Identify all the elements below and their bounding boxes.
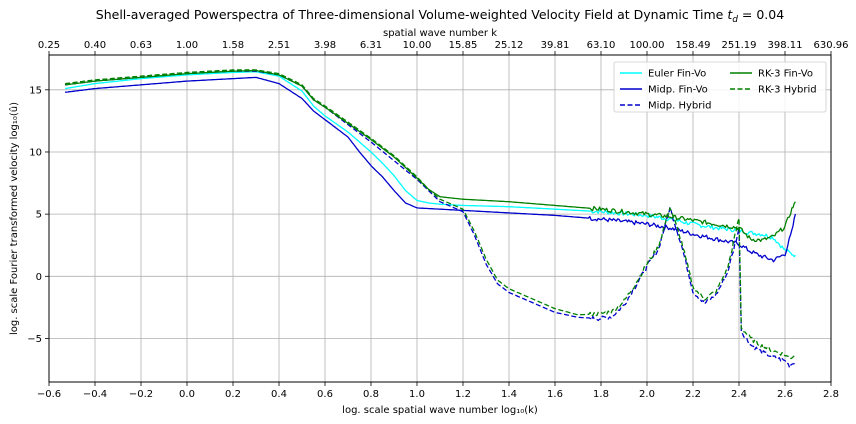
top-tick-label: 39.81 (541, 40, 570, 51)
top-tick-label: 251.19 (722, 40, 757, 51)
x-tick-label: 0.2 (225, 389, 241, 400)
legend-label: Euler Fin-Vo (648, 69, 706, 80)
x-tick-label: 1.4 (501, 389, 517, 400)
top-axis: 0.25 0.40 0.63 1.00 1.58 2.51 3.98 6.31 10.00 15.… (38, 40, 849, 55)
top-tick-label: 63.10 (587, 40, 616, 51)
y-tick-label: 5 (36, 210, 42, 221)
x-tick-label: 0.8 (363, 389, 379, 400)
y-tick-label: 15 (29, 85, 42, 96)
legend-box (613, 61, 827, 113)
chart-title: Shell-averaged Powerspectra of Three-dim… (96, 7, 784, 25)
top-axis-label: spatial wave number k (383, 28, 497, 39)
top-tick-label: 3.98 (314, 40, 336, 51)
series-line-4 (65, 69, 796, 360)
y-tick-label: −5 (27, 334, 42, 345)
x-tick-label: 2.6 (777, 389, 793, 400)
legend-label: RK-3 Hybrid (758, 85, 817, 96)
top-tick-label: 0.63 (130, 40, 152, 51)
x-tick-label: 2.0 (639, 389, 655, 400)
x-tick-label: 2.8 (823, 389, 839, 400)
top-tick-label: 1.00 (176, 40, 198, 51)
legend-label: Midp. Fin-Vo (648, 85, 708, 96)
x-tick-label: 1.8 (593, 389, 609, 400)
x-tick-label: −0.6 (37, 389, 61, 400)
top-tick-label: 6.31 (360, 40, 382, 51)
x-tick-label: 1.6 (547, 389, 563, 400)
y-axis-label: log. scale Fourier transformed velocity … (8, 102, 20, 335)
legend-label: RK-3 Fin-Vo (758, 69, 813, 80)
series-line-1 (65, 76, 797, 263)
plot-frame (48, 54, 832, 383)
top-tick-label: 398.11 (768, 40, 803, 51)
top-tick-label: 100.00 (630, 40, 665, 51)
series-layer (64, 69, 797, 369)
x-tick-label: −0.4 (83, 389, 107, 400)
x-tick-label: 2.2 (685, 389, 701, 400)
x-tick-label: 0.4 (271, 389, 287, 400)
top-tick-label: 0.40 (84, 40, 106, 51)
top-tick-label: 2.51 (268, 40, 290, 51)
x-tick-label: 1.0 (409, 389, 425, 400)
bottom-axis: −0.6 −0.4 −0.2 0.0 0.2 0.4 0.6 0.8 1.0 1.2 1.4 1.6 1… (37, 382, 839, 400)
x-tick-label: 0.0 (179, 389, 195, 400)
top-tick-label: 15.85 (449, 40, 478, 51)
x-tick-label: 1.2 (455, 389, 471, 400)
top-tick-label: 10.00 (403, 40, 432, 51)
top-tick-label: 1.58 (222, 40, 244, 51)
y-tick-label: 10 (29, 147, 42, 158)
left-axis: −5 0 5 10 15 (27, 85, 49, 345)
x-tick-label: −0.2 (129, 389, 153, 400)
legend: Euler Fin-Vo Midp. Fin-Vo Midp. Hybrid RK-3… (613, 61, 827, 113)
x-tick-label: 0.6 (317, 389, 333, 400)
y-tick-label: 0 (36, 272, 42, 283)
x-tick-label: 2.4 (731, 389, 747, 400)
top-tick-label: 630.96 (814, 40, 849, 51)
top-tick-label: 25.12 (495, 40, 524, 51)
legend-label: Midp. Hybrid (648, 101, 711, 112)
top-tick-label: 158.49 (676, 40, 711, 51)
x-axis-label: log. scale spatial wave number log₁₀(k) (342, 405, 538, 416)
top-tick-label: 0.25 (38, 40, 60, 51)
